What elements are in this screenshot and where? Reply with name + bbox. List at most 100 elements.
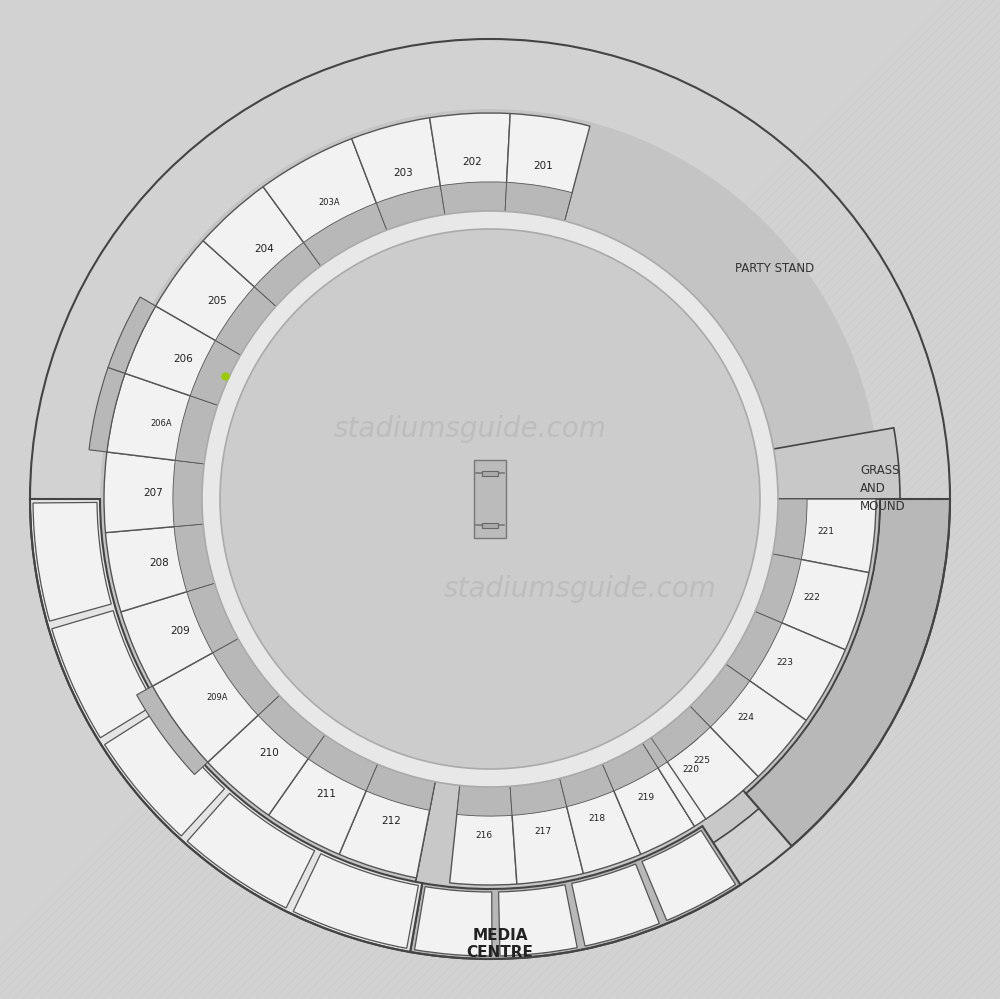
Text: 222: 222 [804, 593, 821, 602]
Wedge shape [308, 728, 381, 791]
Wedge shape [30, 499, 422, 952]
Wedge shape [52, 610, 155, 738]
Wedge shape [108, 297, 156, 374]
Wedge shape [661, 499, 880, 793]
Wedge shape [105, 710, 224, 836]
Wedge shape [202, 211, 778, 787]
Wedge shape [558, 756, 641, 873]
Wedge shape [175, 396, 225, 465]
Wedge shape [33, 502, 111, 621]
Wedge shape [765, 499, 807, 559]
Wedge shape [457, 777, 512, 816]
Bar [482, 522, 498, 527]
Bar [482, 471, 498, 476]
Wedge shape [833, 503, 874, 601]
Wedge shape [719, 608, 782, 681]
Wedge shape [137, 686, 208, 774]
Text: stadiumsguide.com: stadiumsguide.com [334, 415, 606, 443]
Wedge shape [173, 461, 212, 526]
Wedge shape [104, 452, 212, 532]
Wedge shape [410, 826, 741, 959]
Wedge shape [208, 690, 329, 815]
Text: 225: 225 [694, 756, 711, 765]
Text: 218: 218 [588, 814, 605, 823]
Wedge shape [440, 182, 507, 223]
Wedge shape [190, 341, 248, 408]
Text: PARTY STAND: PARTY STAND [735, 263, 814, 276]
Text: 201: 201 [533, 161, 553, 171]
Bar [474, 460, 506, 538]
Wedge shape [415, 886, 492, 956]
Wedge shape [599, 736, 658, 791]
Wedge shape [269, 728, 381, 854]
Wedge shape [746, 499, 950, 846]
Wedge shape [647, 700, 710, 762]
Wedge shape [450, 777, 517, 885]
Wedge shape [100, 109, 880, 889]
Wedge shape [719, 608, 845, 720]
Text: MEDIA
CENTRE: MEDIA CENTRE [467, 928, 533, 960]
Wedge shape [105, 523, 222, 611]
Wedge shape [746, 428, 900, 499]
Wedge shape [638, 710, 743, 826]
Wedge shape [187, 793, 315, 908]
Wedge shape [352, 118, 446, 238]
Text: 206: 206 [173, 355, 193, 365]
Wedge shape [152, 634, 285, 762]
Wedge shape [642, 830, 736, 920]
Text: 210: 210 [259, 748, 279, 758]
Wedge shape [765, 499, 876, 572]
Wedge shape [304, 203, 390, 273]
Wedge shape [748, 552, 801, 623]
Wedge shape [263, 139, 390, 273]
Wedge shape [505, 183, 572, 229]
Wedge shape [174, 523, 222, 591]
Text: 220: 220 [682, 765, 699, 774]
Text: GRASS
AND
MOUND: GRASS AND MOUND [860, 465, 906, 513]
Wedge shape [89, 368, 125, 452]
Wedge shape [685, 659, 806, 776]
Wedge shape [125, 306, 248, 408]
Text: 205: 205 [207, 296, 227, 306]
Wedge shape [412, 695, 759, 909]
Wedge shape [366, 756, 437, 810]
Wedge shape [558, 756, 614, 806]
Wedge shape [572, 864, 659, 946]
Wedge shape [213, 634, 285, 715]
Text: 203A: 203A [318, 199, 340, 208]
Wedge shape [203, 187, 325, 312]
Wedge shape [156, 241, 282, 359]
Text: 203: 203 [393, 169, 413, 179]
Text: 216: 216 [476, 831, 493, 840]
Wedge shape [376, 186, 446, 238]
Text: 224: 224 [738, 713, 755, 722]
Text: 212: 212 [382, 816, 401, 826]
Wedge shape [792, 603, 857, 701]
Wedge shape [258, 690, 329, 759]
Text: 217: 217 [534, 827, 551, 836]
Wedge shape [510, 770, 583, 884]
Wedge shape [339, 756, 437, 878]
Text: 208: 208 [149, 558, 169, 568]
Text: 219: 219 [637, 793, 654, 802]
Wedge shape [187, 580, 245, 652]
Text: 202: 202 [462, 158, 482, 168]
Text: 211: 211 [317, 789, 337, 799]
Wedge shape [499, 885, 577, 956]
Text: stadiumsguide.com: stadiumsguide.com [444, 575, 716, 603]
Wedge shape [510, 770, 567, 815]
Text: 207: 207 [143, 489, 163, 499]
Wedge shape [599, 736, 695, 854]
Wedge shape [121, 580, 245, 686]
Text: 209A: 209A [207, 692, 228, 701]
Wedge shape [430, 113, 510, 223]
Text: 223: 223 [776, 658, 793, 667]
Text: 206A: 206A [151, 419, 172, 428]
Text: 204: 204 [255, 244, 274, 254]
Circle shape [220, 229, 760, 769]
Wedge shape [254, 243, 325, 312]
Wedge shape [647, 700, 758, 819]
Text: 209: 209 [170, 625, 190, 635]
Wedge shape [727, 695, 810, 785]
Text: 221: 221 [817, 526, 834, 535]
